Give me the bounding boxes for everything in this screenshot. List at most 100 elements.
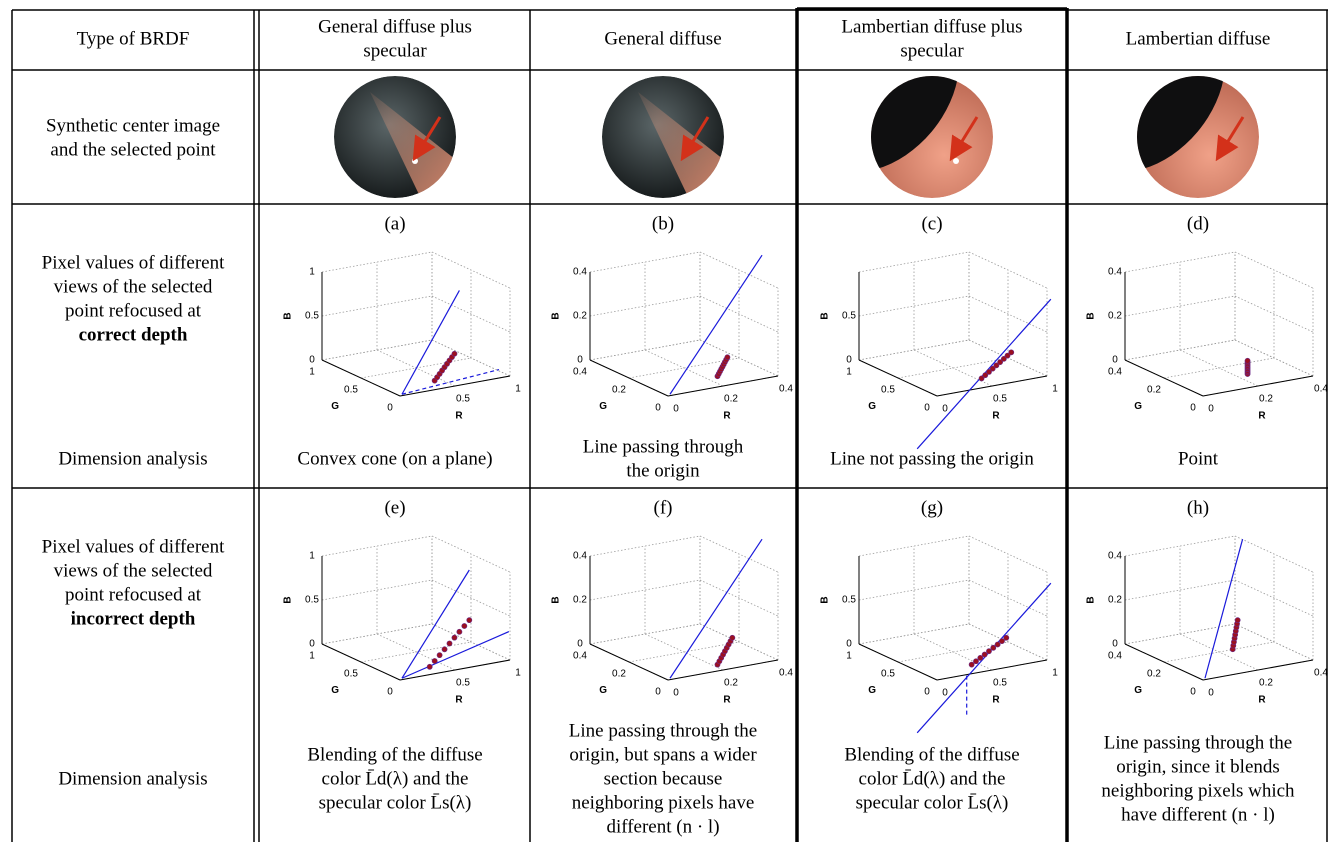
axis-line xyxy=(1202,659,1314,681)
b-tick-label: 0.2 xyxy=(573,311,587,322)
sample-point xyxy=(724,354,731,361)
g-tick-label: 0 xyxy=(924,687,930,698)
sample-point xyxy=(1244,357,1251,364)
b-tick-label: 0 xyxy=(1112,355,1118,366)
sample-point xyxy=(431,658,438,664)
g-axis-name: G xyxy=(331,401,339,412)
g-tick-label: 0.5 xyxy=(881,385,895,396)
arrow xyxy=(680,116,710,162)
grid-line xyxy=(968,579,1048,617)
analysis-text: specular color L̄s(λ) xyxy=(319,792,472,813)
grid-line xyxy=(431,295,511,333)
sample-point xyxy=(1000,355,1007,362)
sample-point xyxy=(978,375,985,382)
row-label: Synthetic center image xyxy=(46,115,220,136)
row-label-emphasis: incorrect depth xyxy=(71,608,196,629)
row-label: views of the selected xyxy=(54,560,213,581)
r-tick-label: 0.5 xyxy=(456,394,470,405)
grid-line xyxy=(1124,535,1236,557)
grid-line xyxy=(321,579,433,601)
grid-line xyxy=(360,641,472,663)
axis-line xyxy=(1124,643,1204,681)
plot-tag: (b) xyxy=(652,213,674,234)
grid-line xyxy=(1163,641,1275,663)
grid-line xyxy=(644,633,724,671)
grid-line xyxy=(699,339,779,377)
grid-line xyxy=(1234,579,1314,617)
g-tick-label: 0 xyxy=(1190,403,1196,414)
sample-point xyxy=(1008,349,1015,356)
r-axis-name: R xyxy=(455,411,463,422)
g-tick-label: 0.4 xyxy=(573,651,587,662)
fit-line xyxy=(401,569,470,679)
r-axis-name: R xyxy=(1258,411,1266,422)
analysis-text: different (n · l) xyxy=(606,816,719,837)
grid-line xyxy=(431,579,511,617)
grid-line xyxy=(858,339,970,361)
grid-line xyxy=(431,535,511,573)
grid-line xyxy=(1124,339,1236,361)
b-tick-label: 0.4 xyxy=(1108,551,1122,562)
grid-line xyxy=(913,349,993,387)
grid-line xyxy=(699,579,779,617)
grid-line xyxy=(1234,251,1314,289)
g-tick-label: 0.4 xyxy=(1108,367,1122,378)
analysis-text: Convex cone (on a plane) xyxy=(297,448,492,469)
grid-line xyxy=(699,535,779,573)
r-tick-label: 0.4 xyxy=(1314,668,1328,679)
specular-point xyxy=(412,158,418,164)
axis-line xyxy=(399,375,511,397)
analysis-text: neighboring pixels which xyxy=(1101,780,1295,801)
sample-point xyxy=(986,648,992,655)
analysis-text: color L̄d(λ) and the xyxy=(859,768,1006,789)
grid-line xyxy=(644,349,724,387)
sphere xyxy=(334,76,456,198)
grid-line xyxy=(858,623,970,645)
axis-line xyxy=(589,359,669,397)
header-cell: Lambertian diffuse xyxy=(1126,28,1271,49)
axis-line xyxy=(321,359,401,397)
sphere xyxy=(602,76,724,198)
grid-line xyxy=(699,295,779,333)
g-tick-label: 1 xyxy=(309,651,315,662)
grid-line xyxy=(858,535,970,557)
grid-line xyxy=(431,623,511,661)
fit-line xyxy=(401,290,460,395)
analysis-text: origin, but spans a wider xyxy=(569,744,757,765)
g-tick-label: 1 xyxy=(309,367,315,378)
fit-line xyxy=(401,369,500,395)
grid-line xyxy=(589,295,701,317)
r-tick-label: 0.5 xyxy=(993,394,1007,405)
header-cell: Type of BRDF xyxy=(77,28,190,49)
r-tick-label: 1 xyxy=(1052,384,1058,395)
fit-line xyxy=(401,631,510,679)
grid-line xyxy=(589,339,701,361)
grid-line xyxy=(1124,623,1236,645)
r-tick-label: 0.4 xyxy=(779,384,793,395)
plot-tag: (g) xyxy=(921,497,943,518)
grid-line xyxy=(858,579,970,601)
grid-line xyxy=(699,251,779,289)
b-tick-label: 0 xyxy=(577,355,583,366)
analysis-text: Blending of the diffuse xyxy=(844,744,1019,765)
axis-line xyxy=(667,659,779,681)
grid-line xyxy=(1163,357,1275,379)
sample-point xyxy=(441,646,448,653)
grid-line xyxy=(968,623,1048,661)
sample-point xyxy=(973,658,979,665)
r-tick-label: 0 xyxy=(1208,404,1214,415)
analysis-label: Dimension analysis xyxy=(58,768,207,789)
grid-line xyxy=(968,535,1048,573)
row-label: Pixel values of different xyxy=(42,252,225,273)
r-tick-label: 0.2 xyxy=(1259,394,1273,405)
sample-point xyxy=(1003,634,1010,641)
r-axis-name: R xyxy=(455,695,463,706)
r-axis-name: R xyxy=(723,411,731,422)
b-axis-name: B xyxy=(283,596,294,603)
grid-line xyxy=(321,535,433,557)
g-tick-label: 0 xyxy=(387,687,393,698)
b-tick-label: 0.2 xyxy=(1108,595,1122,606)
sample-point xyxy=(1234,617,1241,624)
g-tick-label: 0.2 xyxy=(612,385,626,396)
